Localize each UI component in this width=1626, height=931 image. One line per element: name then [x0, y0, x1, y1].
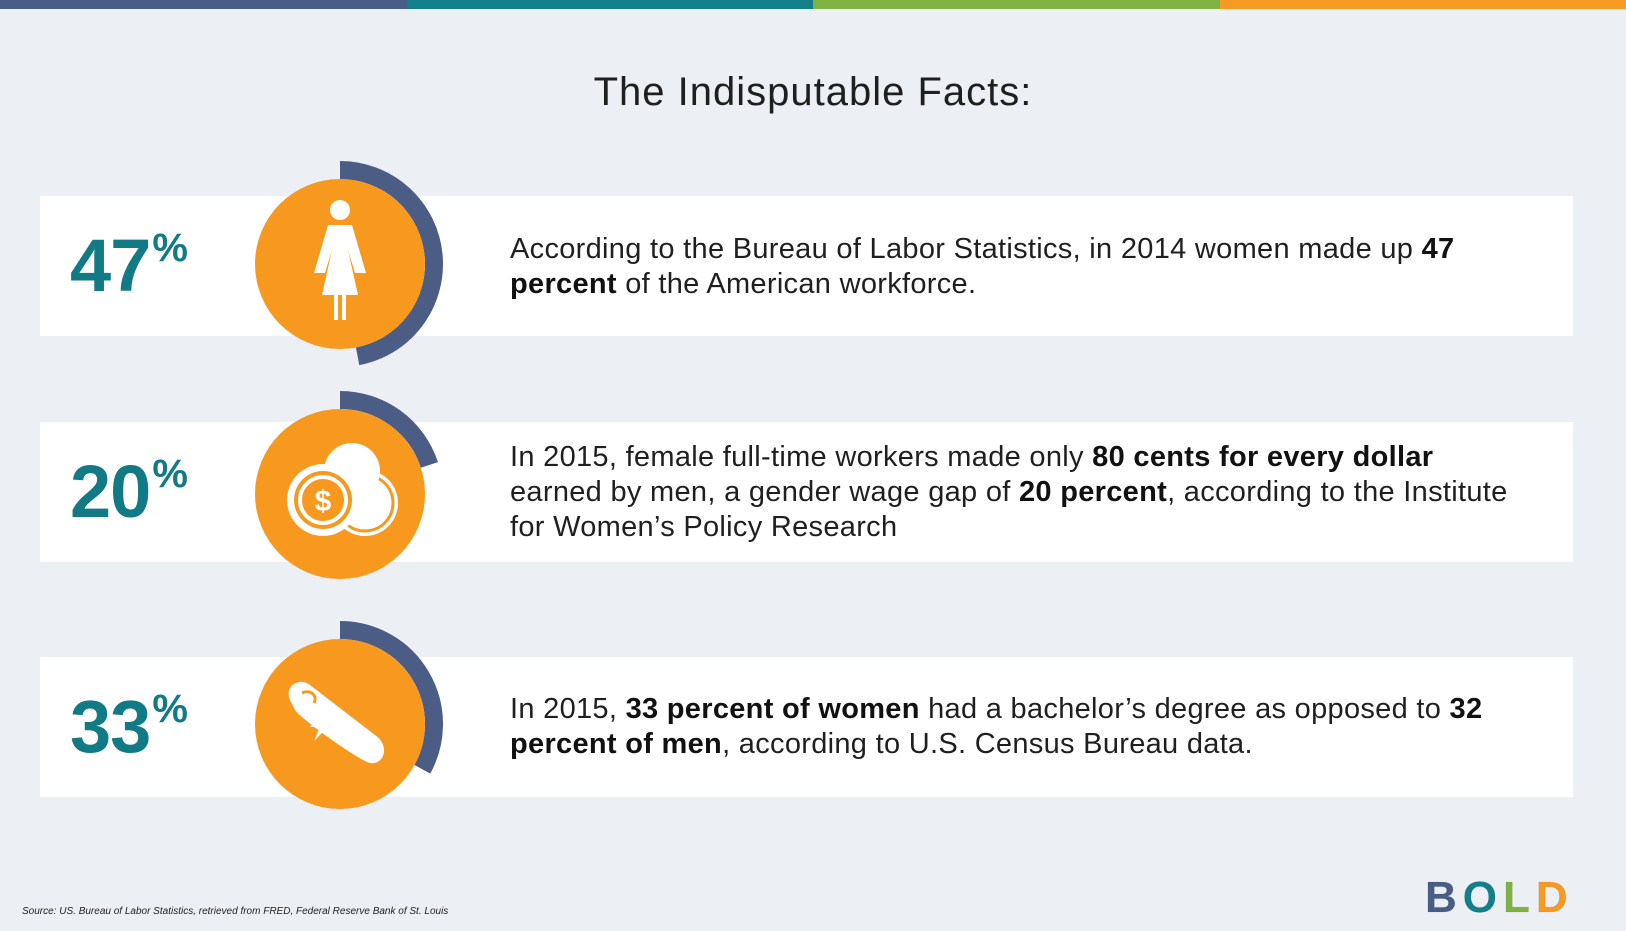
fact-percentage: 20 %	[70, 422, 188, 562]
fact-text: In 2015, female full-time workers made o…	[510, 422, 1530, 562]
percent-value: 33	[70, 685, 151, 768]
fact-text: In 2015, 33 percent of women had a bache…	[510, 657, 1530, 797]
fact-segment: had a bachelor’s degree as opposed to	[919, 693, 1450, 725]
logo-letter: D	[1535, 873, 1574, 922]
fact-highlight: 80 cents for every dollar	[1092, 440, 1434, 473]
fact-icon-circle: $	[240, 385, 460, 605]
percent-sign: %	[152, 452, 188, 496]
progress-arc	[339, 161, 443, 366]
svg-text:$: $	[315, 485, 332, 518]
bold-logo: BOLD	[1425, 873, 1574, 922]
fact-percentage: 33 %	[70, 657, 188, 797]
percent-sign: %	[152, 687, 188, 731]
fact-percentage: 47 %	[70, 196, 188, 336]
progress-arc	[339, 621, 443, 774]
fact-highlight: 33 percent of women	[625, 693, 920, 725]
top-bar-segment	[0, 0, 407, 9]
progress-ring: $	[255, 391, 438, 579]
logo-letter: L	[1503, 873, 1536, 922]
source-note: Source: US. Bureau of Labor Statistics, …	[22, 906, 449, 917]
fact-icon-circle	[240, 155, 460, 375]
fact-highlight: 47 percent	[510, 233, 1455, 300]
top-bar-segment	[406, 0, 813, 9]
fact-segment: In 2015,	[510, 693, 626, 725]
logo-letter: B	[1425, 873, 1463, 922]
fact-highlight: 20 percent	[1018, 475, 1168, 508]
fact-icon-circle	[240, 615, 460, 835]
fact-segment: of the American workforce.	[616, 268, 977, 300]
page-title: The Indisputable Facts:	[593, 70, 1033, 114]
logo-letter: O	[1462, 873, 1504, 922]
progress-ring	[255, 621, 443, 809]
percent-sign: %	[152, 226, 188, 270]
percent-value: 47	[70, 224, 151, 307]
coins-icon: $	[287, 443, 398, 536]
top-bar-segment	[1219, 0, 1626, 9]
fact-segment: earned by men, a gender wage gap of	[510, 475, 1019, 508]
fact-highlight: 32 percent of men	[510, 693, 1483, 760]
diploma-icon	[288, 681, 385, 764]
progress-arc	[339, 391, 438, 468]
top-color-bar	[0, 0, 1626, 9]
percent-value: 20	[70, 450, 151, 533]
fact-text: According to the Bureau of Labor Statist…	[510, 196, 1530, 336]
top-bar-segment	[813, 0, 1220, 9]
fact-segment: , according to U.S. Census Bureau data.	[722, 728, 1253, 760]
progress-ring	[255, 161, 443, 366]
fact-segment: According to the Bureau of Labor Statist…	[510, 233, 1422, 265]
fact-segment: In 2015, female full-time workers made o…	[510, 440, 1093, 473]
fact-segment: , according to the Institute for Women’s…	[510, 475, 1508, 543]
woman-icon	[314, 200, 366, 320]
